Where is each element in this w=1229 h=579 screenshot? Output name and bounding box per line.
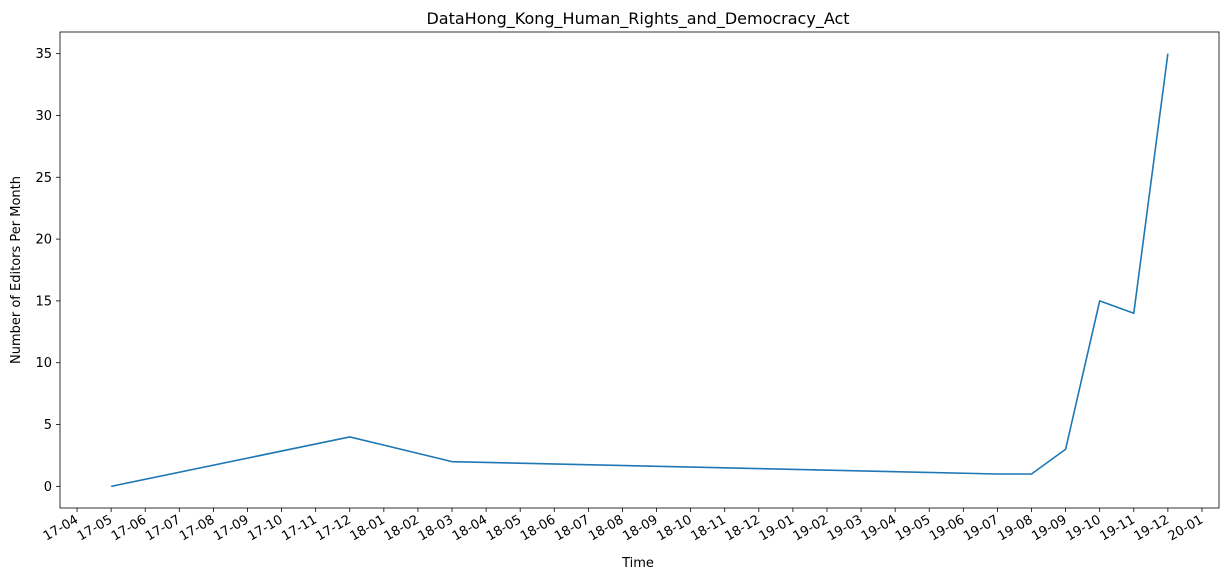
x-tick-label: 19-01: [757, 512, 797, 544]
x-tick-label: 19-09: [1029, 512, 1069, 544]
plot-area: 0510152025303517-0417-0517-0617-0717-081…: [35, 31, 1220, 544]
x-tick-label: 19-12: [1132, 512, 1172, 544]
x-tick-label: 17-09: [211, 512, 251, 544]
x-tick-label: 19-04: [859, 512, 899, 544]
x-tick-label: 17-08: [177, 512, 217, 544]
y-tick-label: 20: [35, 233, 52, 248]
x-tick-label: 19-05: [893, 512, 933, 544]
y-tick-label: 0: [44, 480, 52, 495]
x-tick-label: 20-01: [1166, 512, 1206, 544]
x-axis-label: Time: [621, 556, 654, 571]
x-tick-label: 18-11: [689, 512, 729, 544]
y-tick-label: 35: [35, 47, 52, 62]
y-tick-label: 25: [35, 171, 52, 186]
x-tick-label: 18-01: [348, 512, 388, 544]
x-tick-label: 17-07: [143, 512, 183, 544]
x-tick-label: 19-08: [995, 512, 1035, 544]
x-tick-label: 19-06: [927, 512, 967, 544]
y-axis-label: Number of Editors Per Month: [9, 176, 24, 364]
x-tick-label: 18-06: [518, 512, 558, 544]
x-tick-label: 18-07: [552, 512, 592, 544]
chart-title: DataHong_Kong_Human_Rights_and_Democracy…: [426, 9, 849, 29]
x-tick-label: 18-09: [620, 512, 660, 544]
x-tick-label: 19-10: [1063, 512, 1103, 544]
x-tick-label: 17-11: [279, 512, 319, 544]
x-tick-label: 18-08: [586, 512, 626, 544]
x-tick-label: 18-02: [382, 512, 422, 544]
x-tick-label: 19-07: [961, 512, 1001, 544]
x-tick-label: 19-11: [1098, 512, 1138, 544]
series-line: [110, 53, 1169, 488]
x-tick-label: 18-04: [450, 512, 490, 544]
x-tick-label: 19-02: [791, 512, 831, 544]
x-tick-label: 18-05: [484, 512, 524, 544]
y-tick-label: 10: [35, 356, 52, 371]
y-tick-label: 30: [35, 109, 52, 124]
x-tick-label: 18-10: [654, 512, 694, 544]
plot-frame: [59, 31, 1220, 509]
y-tick-label: 5: [44, 418, 52, 433]
x-tick-label: 17-12: [314, 512, 354, 544]
x-tick-label: 17-04: [41, 512, 81, 544]
x-tick-label: 18-12: [723, 512, 763, 544]
x-tick-label: 18-03: [416, 512, 456, 544]
x-tick-label: 17-06: [109, 512, 149, 544]
x-tick-label: 17-05: [75, 512, 115, 544]
x-tick-label: 17-10: [245, 512, 285, 544]
y-tick-label: 15: [35, 294, 52, 309]
x-tick-label: 19-03: [825, 512, 865, 544]
